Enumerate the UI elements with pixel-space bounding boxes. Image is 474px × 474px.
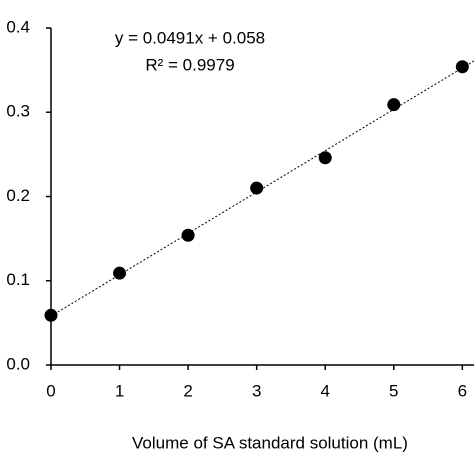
x-tick-label: 5: [389, 381, 398, 400]
data-point: [250, 181, 264, 195]
x-axis-label: Volume of SA standard solution (mL): [132, 433, 408, 452]
data-point: [455, 60, 469, 74]
data-point: [113, 266, 127, 280]
data-point: [44, 308, 58, 322]
y-tick-label: 0.1: [6, 270, 30, 289]
equation: y = 0.0491x + 0.058: [115, 28, 265, 47]
x-tick-label: 1: [115, 381, 124, 400]
y-tick-label: 0.3: [6, 102, 30, 121]
x-tick-label: 0: [46, 381, 55, 400]
y-tick-label: 0.2: [6, 186, 30, 205]
r-squared: R² = 0.9979: [145, 55, 234, 74]
x-tick-label: 2: [183, 381, 192, 400]
x-tick-label: 4: [320, 381, 329, 400]
data-point: [318, 151, 332, 165]
x-tick-label: 3: [252, 381, 261, 400]
y-tick-label: 0.0: [6, 354, 30, 373]
y-tick-label: 0.4: [6, 17, 30, 36]
data-point: [181, 228, 195, 242]
data-point: [387, 98, 401, 112]
x-tick-label: 6: [458, 381, 467, 400]
